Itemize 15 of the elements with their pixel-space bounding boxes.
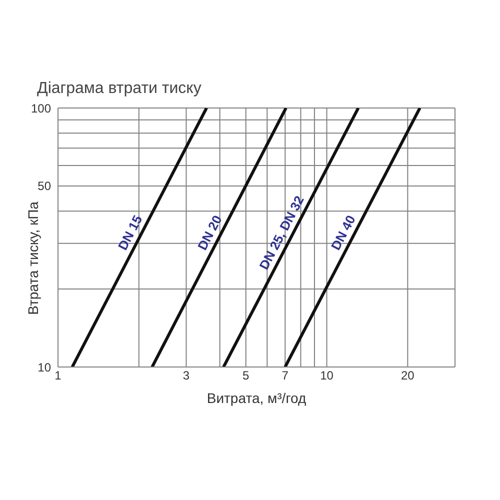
text: DN 25, DN 32 [256,193,306,272]
x-tick-label: 7 [282,368,289,383]
chart-title: Діаграма втрати тиску [37,80,202,96]
x-axis-title: Витрата, м³/год [206,390,306,406]
y-tick-label: 50 [38,179,52,194]
text: DN 40 [328,212,358,252]
x-tick-label: 5 [242,368,250,383]
text: DN 15 [114,212,145,252]
text: DN 20 [194,212,224,252]
y-tick-label: 100 [30,101,52,116]
x-tick-label: 3 [182,368,190,383]
x-tick-label: 10 [320,368,334,383]
x-tick-label: 20 [400,368,415,383]
y-axis-title: Втрата тиску, кПа [25,201,41,315]
x-tick-label: 1 [54,368,62,383]
